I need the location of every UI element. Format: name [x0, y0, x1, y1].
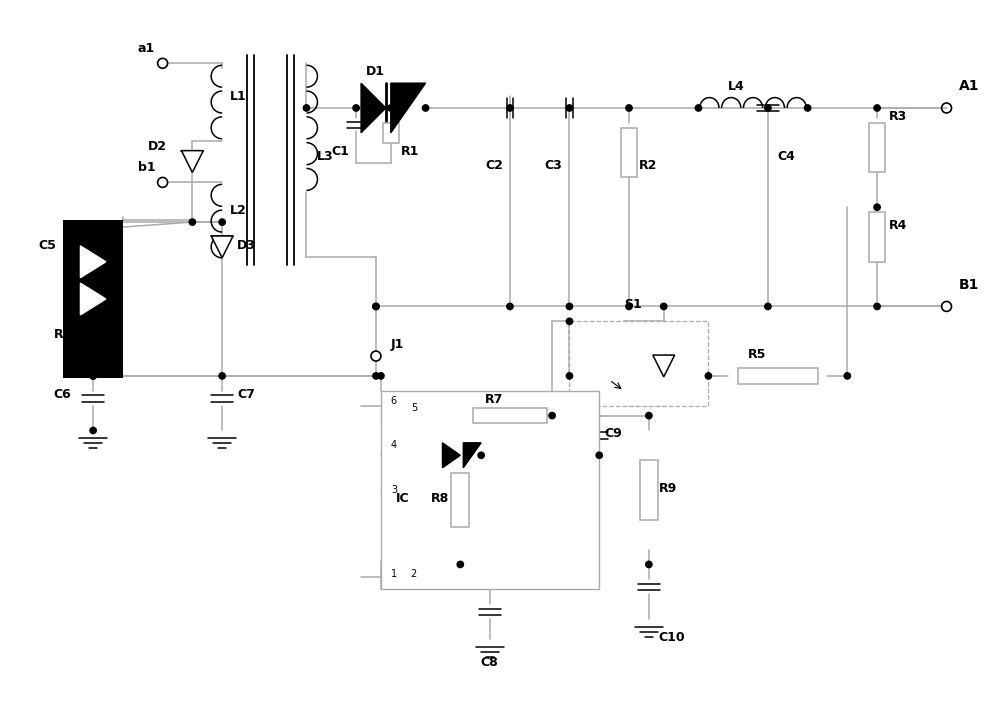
Bar [383, 123, 399, 143]
Text: 4: 4 [391, 441, 397, 450]
Circle shape [90, 372, 96, 379]
Polygon shape [211, 236, 233, 258]
Bar [85, 309, 101, 339]
Text: D1: D1 [366, 65, 385, 78]
Circle shape [661, 303, 667, 309]
Circle shape [804, 105, 811, 111]
Circle shape [705, 372, 712, 379]
Polygon shape [361, 83, 386, 133]
Bar [451, 473, 469, 527]
Circle shape [373, 303, 379, 309]
Circle shape [90, 372, 96, 379]
Bar [473, 408, 547, 423]
Bar [621, 128, 637, 177]
Bar [869, 212, 885, 262]
Text: 5: 5 [411, 403, 417, 412]
Circle shape [422, 105, 429, 111]
Text: R5: R5 [748, 348, 766, 361]
Circle shape [874, 303, 880, 309]
Polygon shape [80, 246, 106, 277]
Circle shape [189, 219, 196, 225]
Circle shape [219, 219, 225, 225]
Bar [869, 123, 885, 173]
Text: L4: L4 [728, 80, 745, 93]
Circle shape [219, 372, 225, 379]
Circle shape [373, 303, 379, 309]
Circle shape [844, 372, 850, 379]
Circle shape [457, 561, 463, 568]
Circle shape [874, 204, 880, 211]
Text: R8: R8 [431, 492, 449, 505]
Bar [569, 322, 708, 406]
Circle shape [596, 452, 602, 458]
Bar [381, 391, 599, 590]
Circle shape [549, 412, 555, 419]
Text: R7: R7 [485, 393, 503, 406]
Text: 3: 3 [391, 485, 397, 495]
Text: C2: C2 [485, 160, 503, 173]
Text: IC: IC [396, 492, 409, 505]
Text: 1: 1 [391, 569, 397, 579]
Circle shape [765, 105, 771, 111]
Circle shape [507, 303, 513, 309]
Circle shape [765, 303, 771, 309]
Circle shape [303, 105, 310, 111]
Text: b1: b1 [138, 161, 155, 174]
Circle shape [646, 412, 652, 419]
Text: D2: D2 [148, 139, 167, 152]
Bar [738, 368, 818, 384]
Text: C10: C10 [659, 631, 685, 644]
Polygon shape [463, 443, 481, 468]
Text: A1: A1 [958, 79, 979, 93]
Circle shape [478, 452, 484, 458]
Text: a1: a1 [138, 42, 155, 55]
Polygon shape [391, 83, 426, 133]
Circle shape [874, 105, 880, 111]
Circle shape [646, 561, 652, 568]
Text: S1: S1 [624, 298, 642, 311]
Text: R4: R4 [889, 219, 907, 232]
Polygon shape [653, 355, 675, 377]
Polygon shape [181, 150, 203, 173]
Text: R2: R2 [639, 160, 657, 173]
Circle shape [695, 105, 702, 111]
Circle shape [388, 105, 394, 111]
Text: B1: B1 [958, 277, 979, 292]
Text: R3: R3 [889, 110, 907, 123]
Polygon shape [442, 443, 460, 468]
Text: C8: C8 [480, 656, 498, 669]
Circle shape [566, 318, 573, 325]
Circle shape [373, 372, 379, 379]
Circle shape [626, 105, 632, 111]
Text: R6: R6 [53, 328, 72, 341]
Text: L2: L2 [230, 204, 247, 217]
Text: D3: D3 [237, 239, 256, 252]
Text: 2: 2 [411, 569, 417, 579]
Circle shape [566, 303, 573, 309]
Text: C3: C3 [545, 160, 562, 173]
Circle shape [378, 372, 384, 379]
Text: C9: C9 [604, 428, 622, 441]
Bar [63, 219, 123, 304]
Text: R9: R9 [659, 482, 677, 495]
Circle shape [507, 105, 513, 111]
Text: C4: C4 [778, 150, 796, 163]
Circle shape [566, 105, 573, 111]
Text: C5: C5 [39, 239, 56, 252]
Text: 6: 6 [391, 396, 397, 406]
Circle shape [353, 105, 359, 111]
Circle shape [90, 428, 96, 433]
Bar [640, 460, 658, 520]
Text: J1: J1 [391, 338, 404, 351]
Text: R1: R1 [401, 144, 419, 158]
Text: C6: C6 [53, 388, 71, 401]
Text: L1: L1 [230, 90, 247, 103]
Circle shape [566, 372, 573, 379]
Circle shape [626, 303, 632, 309]
Text: C1: C1 [331, 144, 349, 158]
Text: L3: L3 [316, 150, 333, 163]
Text: C7: C7 [237, 388, 255, 401]
Polygon shape [80, 283, 106, 315]
Bar [63, 219, 123, 378]
